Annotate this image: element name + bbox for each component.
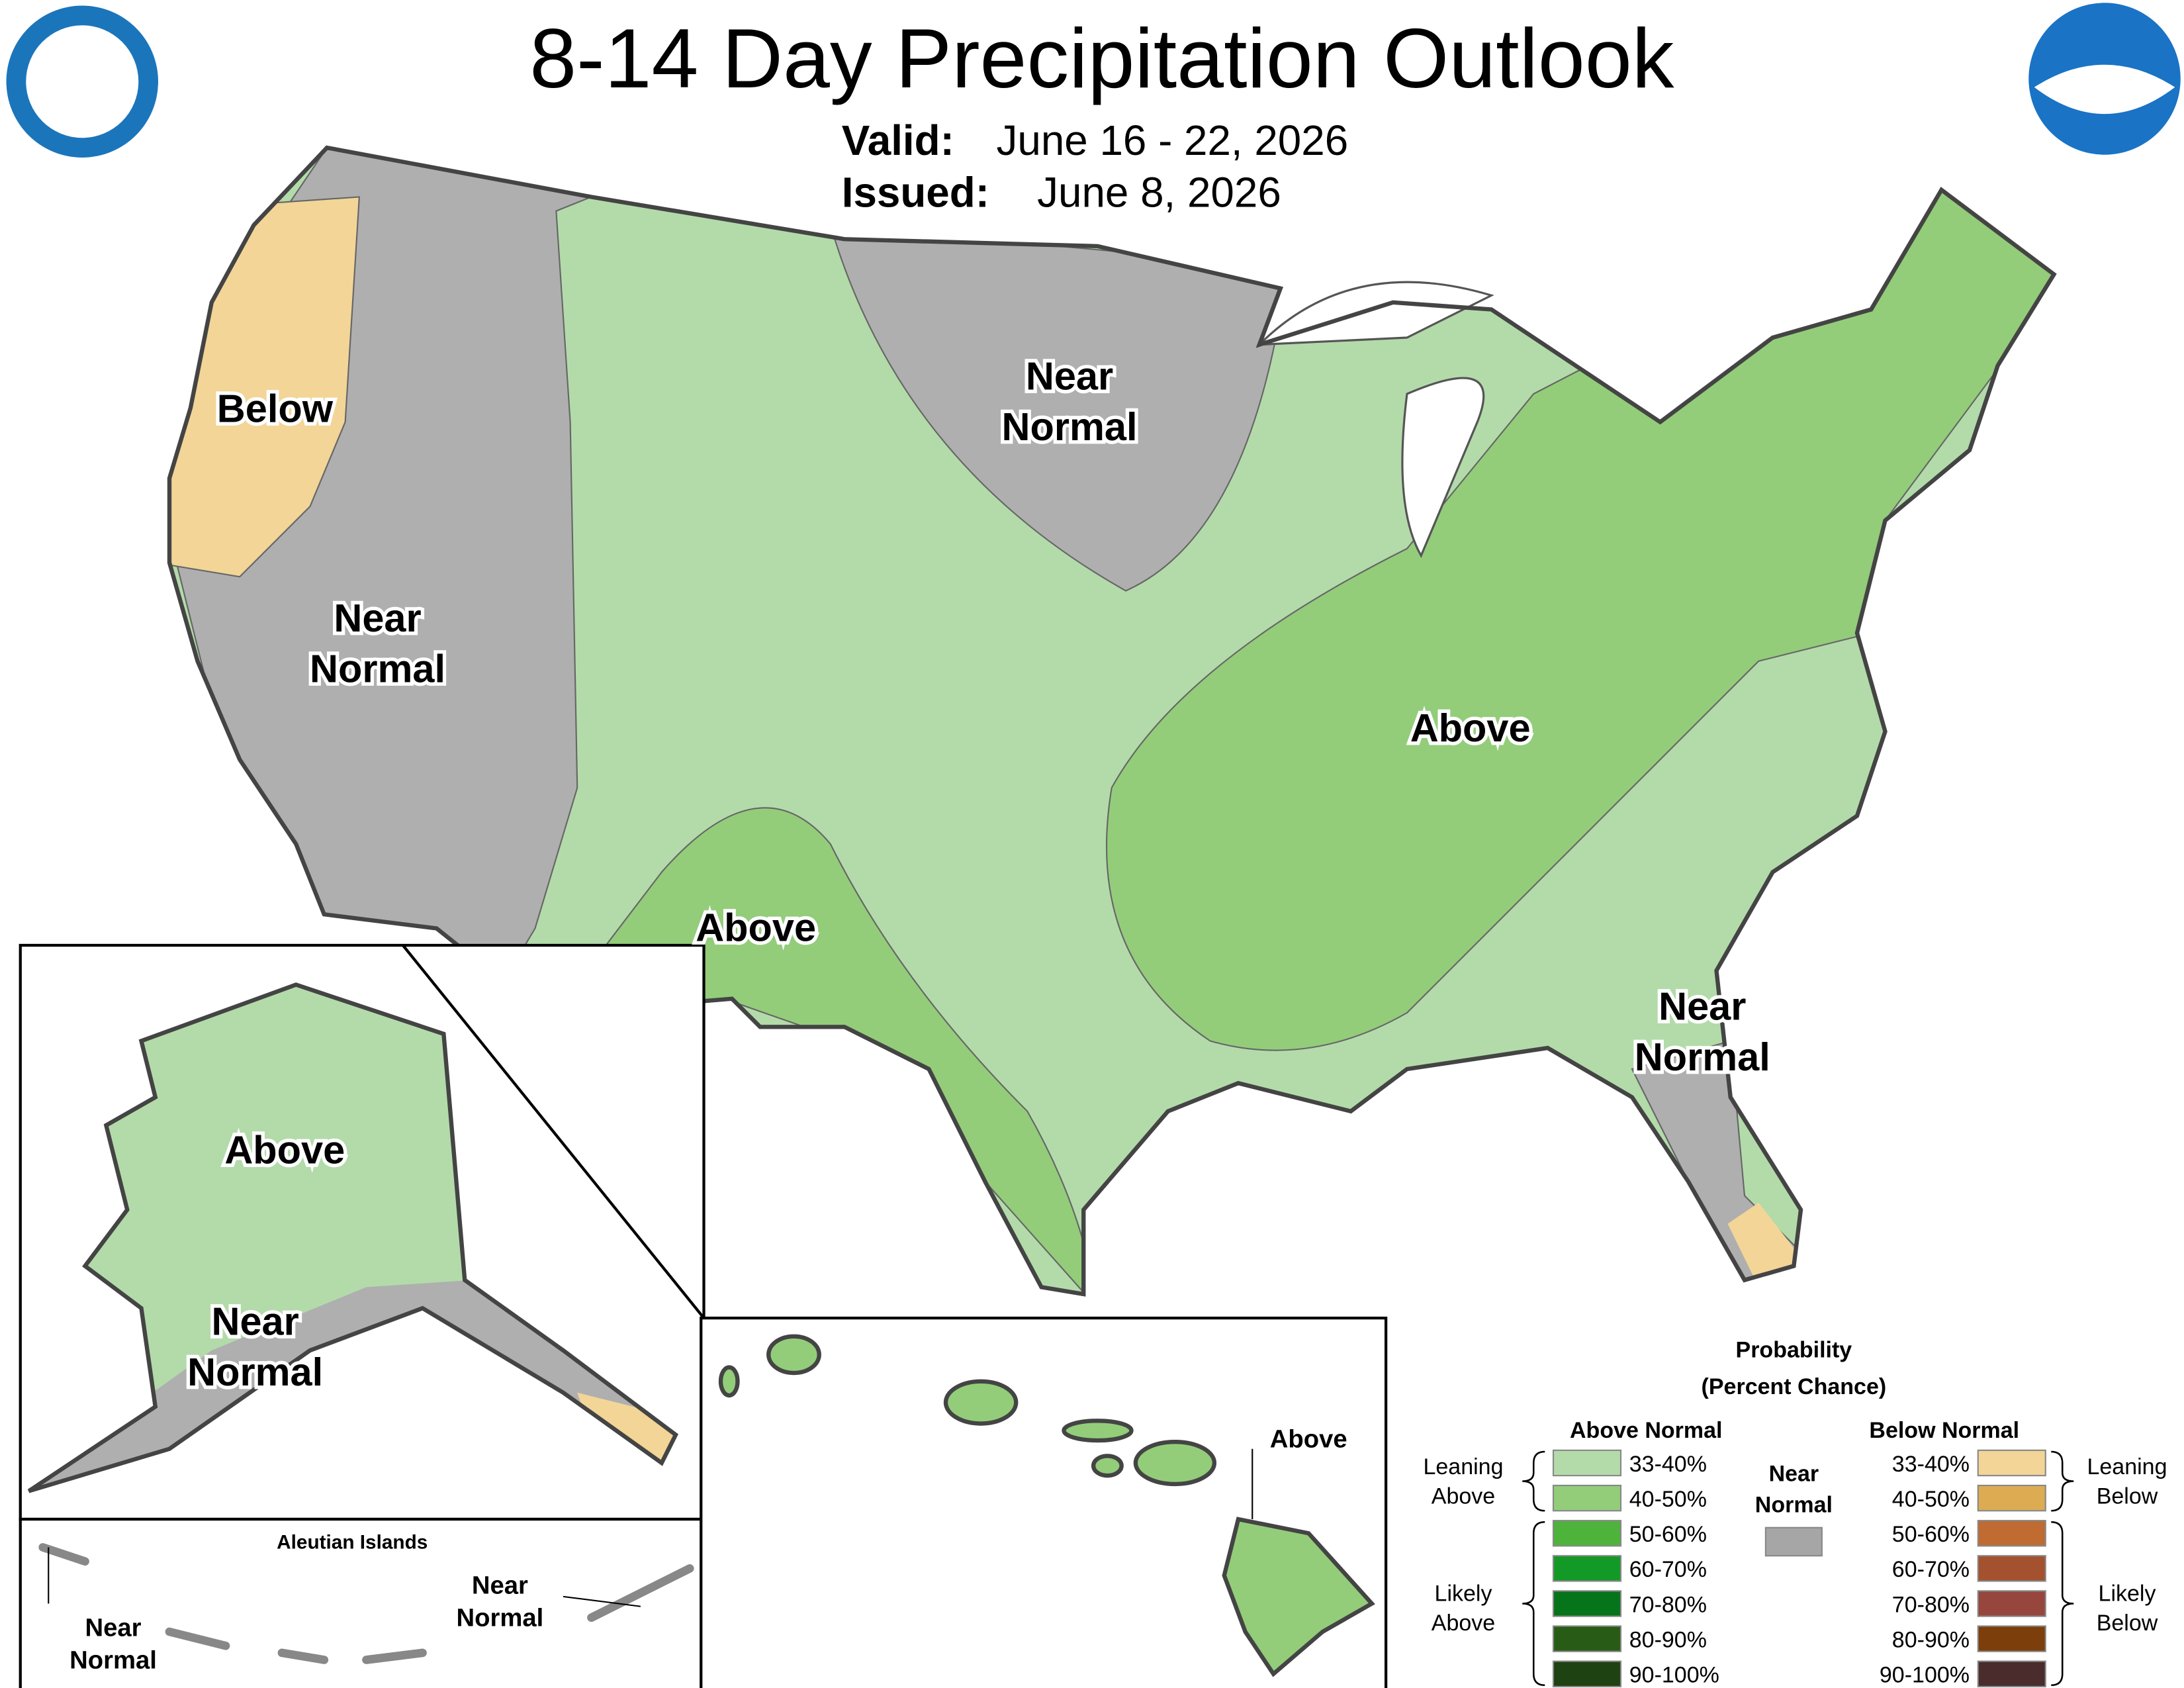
- molokai: [1062, 1419, 1134, 1443]
- legend-text: 60-70%: [1892, 1557, 1970, 1582]
- below-swatch: [1977, 1449, 2046, 1477]
- region-label: Normal: [456, 1604, 543, 1632]
- below-swatch: [1977, 1555, 2046, 1582]
- big-island: [1222, 1517, 1375, 1677]
- valid-label: Valid:: [842, 117, 954, 164]
- title: 8-14 Day Precipitation Outlook: [529, 12, 1674, 106]
- legend-text: Near: [1769, 1462, 1819, 1487]
- lanai: [1091, 1454, 1124, 1478]
- above-swatch: [1552, 1590, 1622, 1617]
- below-swatch: [1977, 1590, 2046, 1617]
- legend-text: Below Normal: [1869, 1418, 2019, 1443]
- kauai: [766, 1334, 821, 1376]
- legend: Probability (Percent Chance) Above Normal B…: [1423, 1338, 2167, 1688]
- legend-text: Below: [2097, 1611, 2158, 1636]
- above-swatch: [1552, 1660, 1622, 1687]
- legend-text: 33-40%: [1629, 1452, 1707, 1477]
- hawaii: [718, 1334, 1375, 1677]
- legend-text: Leaning: [1423, 1454, 1503, 1479]
- below-swatch: [1977, 1660, 2046, 1687]
- issued-label: Issued:: [842, 168, 989, 216]
- maui: [1133, 1439, 1217, 1487]
- above-swatch: [1552, 1625, 1622, 1652]
- region-label: Normal: [1002, 404, 1138, 449]
- below-swatch: [1977, 1625, 2046, 1652]
- aleutian-islands: [38, 1543, 694, 1664]
- above-swatch: [1552, 1484, 1622, 1512]
- region-label: Normal: [69, 1646, 157, 1674]
- region-label: Near: [334, 596, 421, 640]
- commerce-logo-inner: [26, 25, 139, 138]
- valid-dates: June 16 - 22, 2026: [997, 117, 1349, 164]
- legend-brace: [1522, 1521, 1545, 1687]
- region-label: Above: [224, 1127, 345, 1172]
- legend-text: Likely: [2099, 1581, 2156, 1606]
- issued-date: June 8, 2026: [1037, 168, 1281, 216]
- legend-text: 33-40%: [1892, 1452, 1970, 1477]
- lake-superior: [1256, 281, 1494, 346]
- legend-text: 90-100%: [1629, 1663, 1719, 1688]
- legend-text: 40-50%: [1629, 1487, 1707, 1512]
- region-label: Above: [696, 906, 816, 950]
- legend-text: 70-80%: [1629, 1592, 1707, 1617]
- region-label: Near: [1026, 354, 1113, 399]
- region-label: Normal: [1635, 1035, 1770, 1079]
- region-label: Near: [85, 1613, 141, 1642]
- near-normal-west: [169, 148, 594, 1000]
- pointer: [563, 1595, 641, 1607]
- legend-text: (Percent Chance): [1702, 1374, 1887, 1399]
- legend-text: 80-90%: [1892, 1627, 1970, 1652]
- legend-text: Probability: [1736, 1338, 1852, 1363]
- near-normal-plains: [829, 224, 1289, 592]
- noaa-logo-gull: [2034, 64, 2175, 115]
- legend-text: Below: [2097, 1484, 2158, 1509]
- legend-brace: [2051, 1450, 2074, 1512]
- legend-text: 80-90%: [1629, 1627, 1707, 1652]
- above-southwest: [547, 807, 1099, 1294]
- near-normal-swatch: [1764, 1526, 1823, 1557]
- lake-michigan: [1401, 377, 1485, 558]
- inset-connector: [402, 944, 705, 1319]
- legend-text: 70-80%: [1892, 1592, 1970, 1617]
- region-label: Above: [1270, 1425, 1347, 1454]
- aleutian-title: Aleutian Islands: [277, 1532, 428, 1554]
- region-label: Above: [1410, 706, 1531, 750]
- legend-text: Above: [1432, 1484, 1495, 1509]
- legend-text: 50-60%: [1629, 1522, 1707, 1547]
- region-label: Near: [211, 1299, 298, 1344]
- legend-text: Leaning: [2087, 1454, 2167, 1479]
- alaska-below: [577, 1392, 676, 1470]
- legend-text: 40-50%: [1892, 1487, 1970, 1512]
- above-swatch: [1552, 1449, 1622, 1477]
- region-label: Normal: [310, 647, 445, 691]
- above-east: [1105, 182, 2054, 1051]
- legend-text: Above Normal: [1570, 1418, 1722, 1443]
- legend-text: 50-60%: [1892, 1522, 1970, 1547]
- below-swatch: [1977, 1520, 2046, 1547]
- below-swatch: [1977, 1484, 2046, 1512]
- above-swatch: [1552, 1555, 1622, 1582]
- above-swatch: [1552, 1520, 1622, 1547]
- oahu: [943, 1379, 1019, 1426]
- legend-text: 60-70%: [1629, 1557, 1707, 1582]
- region-label: Near: [472, 1571, 528, 1600]
- legend-text: Likely: [1435, 1581, 1492, 1606]
- region-label: Near: [1659, 984, 1746, 1029]
- legend-text: 90-100%: [1880, 1663, 1970, 1688]
- region-label: Below: [217, 387, 334, 431]
- niihau: [718, 1365, 740, 1398]
- legend-text: Normal: [1755, 1492, 1833, 1517]
- region-labels: Below Near Normal Near Normal Above Above Near N…: [67, 350, 1774, 1677]
- legend-brace: [2051, 1521, 2074, 1687]
- legend-text: Above: [1432, 1611, 1495, 1636]
- legend-brace: [1522, 1450, 1545, 1512]
- region-label: Normal: [187, 1350, 323, 1394]
